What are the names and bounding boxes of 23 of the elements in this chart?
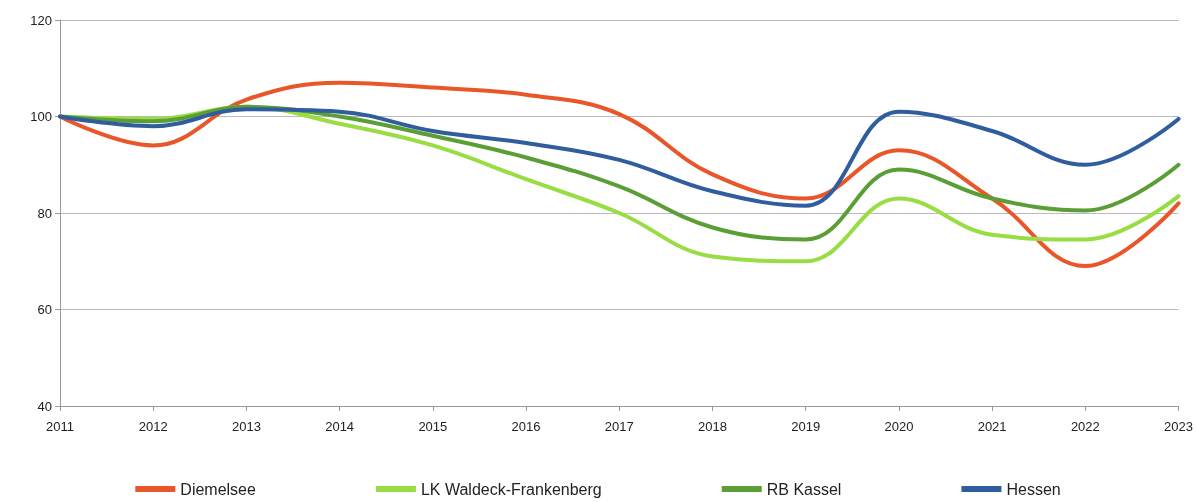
legend-label: LK Waldeck-Frankenberg [420, 480, 602, 498]
line-series [58, 107, 1181, 208]
y-tick-label: 40 [37, 398, 52, 414]
x-tick-label: 2020 [884, 419, 914, 434]
x-tick-label: 2011 [46, 419, 74, 434]
x-tick-label: 2021 [977, 419, 1007, 434]
x-tick-label: 2012 [138, 419, 168, 434]
x-tick-label: 2018 [698, 419, 727, 434]
y-tick-label: 80 [37, 205, 52, 221]
x-tick-label: 2022 [1070, 419, 1100, 434]
y-tick-label: 100 [30, 109, 52, 124]
x-tick-label: 2017 [604, 419, 634, 434]
x-tick-label: 2016 [511, 419, 541, 434]
legend-label: Hessen [1006, 480, 1061, 498]
x-tick-label: 2013 [231, 419, 261, 434]
x-tick-label: 2014 [325, 419, 355, 434]
x-tick-label: 2023 [1164, 419, 1193, 434]
x-tick-label: 2019 [791, 419, 821, 434]
x-tick-label: 2015 [418, 419, 448, 434]
legend-label: RB Kassel [766, 480, 842, 498]
y-tick-label: 120 [30, 12, 52, 28]
y-tick-label: 60 [37, 302, 52, 317]
legend-label: Diemelsee [180, 480, 257, 498]
